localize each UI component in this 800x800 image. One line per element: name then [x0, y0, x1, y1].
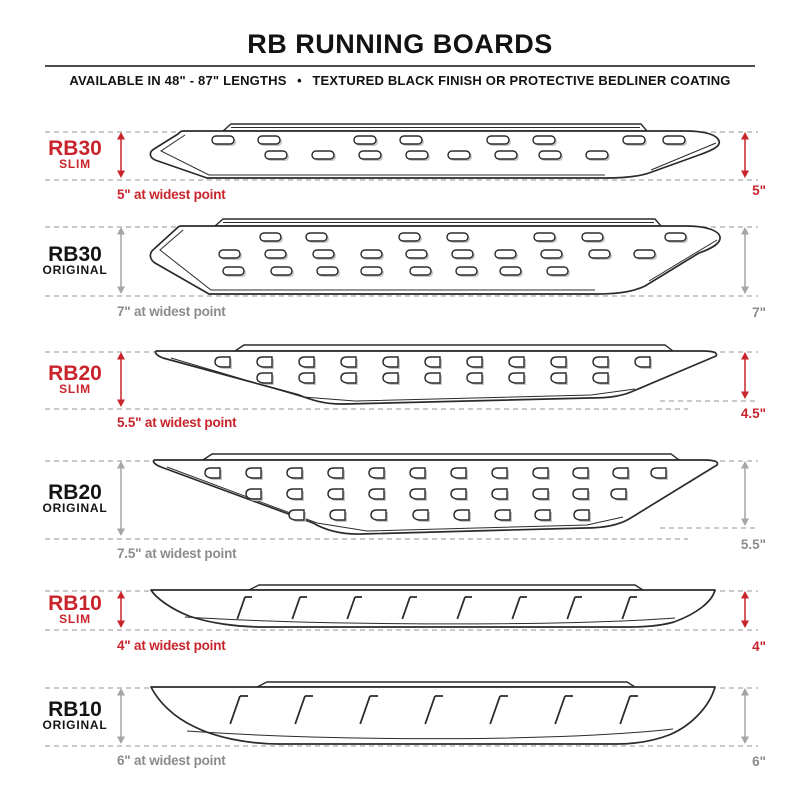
product-model-label: RB20 — [48, 361, 102, 385]
widest-point-guide-line — [45, 538, 688, 540]
widest-point-guide-line — [45, 629, 758, 631]
product-model-label: RB20 — [48, 481, 102, 504]
left-dimension-arrow — [117, 132, 125, 178]
widest-point-caption: 7.5" at widest point — [117, 546, 237, 561]
right-dimension-arrow — [741, 132, 749, 178]
board-drawing-rb30-original — [149, 218, 721, 295]
right-dimension-label: 4" — [752, 639, 766, 654]
widest-point-caption: 4" at widest point — [117, 638, 226, 653]
left-dimension-arrow — [117, 688, 125, 744]
right-dimension-label: 5" — [752, 183, 766, 198]
board-drawing-rb20-original — [152, 453, 719, 535]
right-dimension-label: 7" — [752, 305, 766, 320]
product-model-label: RB10 — [48, 591, 102, 615]
left-dimension-arrow — [117, 227, 125, 294]
right-dimension-label: 6" — [752, 754, 766, 769]
right-dimension-arrow — [741, 591, 749, 628]
product-variant-label: ORIGINAL — [42, 501, 108, 515]
product-model-label: RB30 — [48, 137, 102, 160]
title-divider — [45, 65, 755, 67]
board-drawing-rb10-slim — [150, 584, 716, 628]
product-variant-label: SLIM — [59, 157, 91, 171]
left-dimension-arrow — [117, 461, 125, 536]
right-dimension-arrow — [741, 461, 749, 526]
widest-point-caption: 5" at widest point — [117, 187, 226, 202]
widest-point-guide-line — [45, 295, 758, 297]
left-dimension-arrow — [117, 352, 125, 407]
product-model-label: RB30 — [48, 242, 102, 266]
board-drawing-rb10-original — [150, 681, 716, 745]
product-variant-label: SLIM — [59, 611, 91, 626]
product-model-label: RB10 — [48, 698, 102, 721]
right-dimension-arrow — [741, 352, 749, 399]
product-variant-label: SLIM — [59, 381, 91, 396]
page-title: RB RUNNING BOARDS — [247, 29, 553, 59]
right-edge-guide-line — [660, 400, 758, 402]
page-subtitle: AVAILABLE IN 48" - 87" LENGTHS • TEXTURE… — [69, 73, 731, 88]
left-dimension-arrow — [117, 591, 125, 628]
widest-point-caption: 6" at widest point — [117, 753, 226, 768]
widest-point-guide-line — [45, 179, 758, 181]
right-dimension-label: 5.5" — [740, 537, 766, 552]
board-drawing-rb30-slim — [149, 123, 721, 179]
right-dimension-label: 4.5" — [740, 406, 766, 421]
right-edge-guide-line — [660, 527, 758, 529]
widest-point-guide-line — [45, 408, 688, 410]
widest-point-guide-line — [45, 745, 758, 747]
widest-point-caption: 7" at widest point — [117, 304, 226, 319]
board-drawing-rb20-slim — [154, 344, 718, 405]
product-variant-label: ORIGINAL — [42, 262, 108, 277]
right-dimension-arrow — [741, 688, 749, 744]
product-variant-label: ORIGINAL — [42, 718, 108, 732]
right-dimension-arrow — [741, 227, 749, 294]
widest-point-caption: 5.5" at widest point — [117, 415, 237, 430]
